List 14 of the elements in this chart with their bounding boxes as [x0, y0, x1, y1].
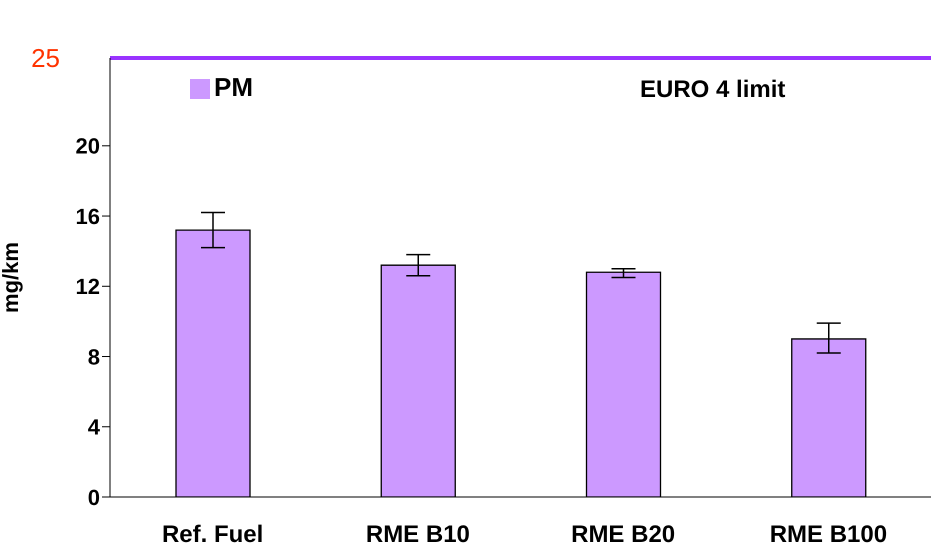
annotation: EURO 4 limit [640, 76, 786, 104]
y-axis-title: mg/km [0, 242, 23, 313]
x-tick-label: RME B100 [770, 521, 888, 548]
x-tick-label: Ref. Fuel [162, 521, 264, 548]
legend-label: PM [214, 72, 253, 102]
x-tick-label: RME B20 [571, 521, 676, 548]
x-tick-label: RME B10 [366, 521, 470, 548]
ref-line-label: 25 [31, 43, 60, 74]
y-tick-label: 0 [88, 484, 100, 510]
y-tick-label: 16 [76, 204, 100, 229]
y-tick-label: 20 [76, 134, 100, 159]
y-tick-label: 8 [88, 344, 100, 370]
y-tick-label: 4 [88, 414, 101, 440]
y-tick-label: 12 [76, 274, 100, 300]
